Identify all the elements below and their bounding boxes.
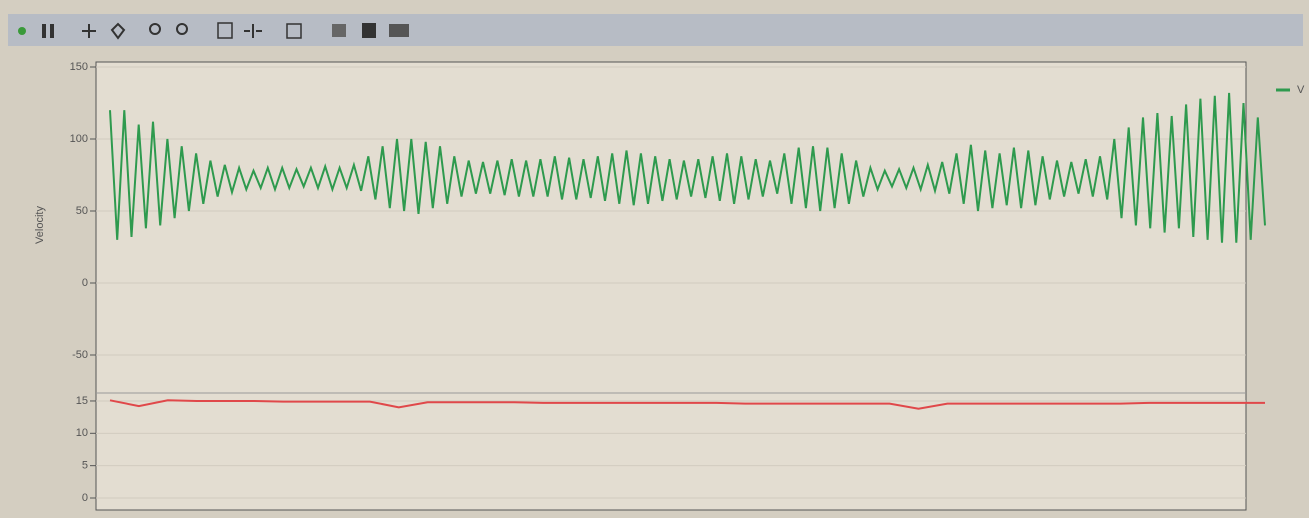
save-button[interactable] [362, 23, 376, 38]
y-tick-label: 5 [82, 460, 88, 472]
toolbar [8, 14, 1303, 46]
y-tick-label: -50 [72, 349, 88, 361]
y-tick-label: 0 [82, 277, 88, 289]
y-tick-label: 0 [82, 492, 88, 504]
plot-area [96, 62, 1246, 510]
pause-bar [50, 24, 54, 38]
y-tick-label: 100 [70, 133, 88, 145]
y-tick-label: 50 [76, 205, 88, 217]
legend-label: V [1297, 84, 1305, 96]
y-tick-label: 15 [76, 395, 88, 407]
y-tick-label: 10 [76, 427, 88, 439]
y-axis-label: Velocity [34, 206, 46, 244]
pause-button[interactable] [42, 24, 46, 38]
print-button[interactable] [389, 24, 409, 37]
screen: Velocity V 150100500-50151050 [0, 0, 1309, 518]
copy-button[interactable] [332, 24, 346, 37]
y-tick-label: 150 [70, 61, 88, 73]
play-button[interactable] [18, 27, 26, 35]
